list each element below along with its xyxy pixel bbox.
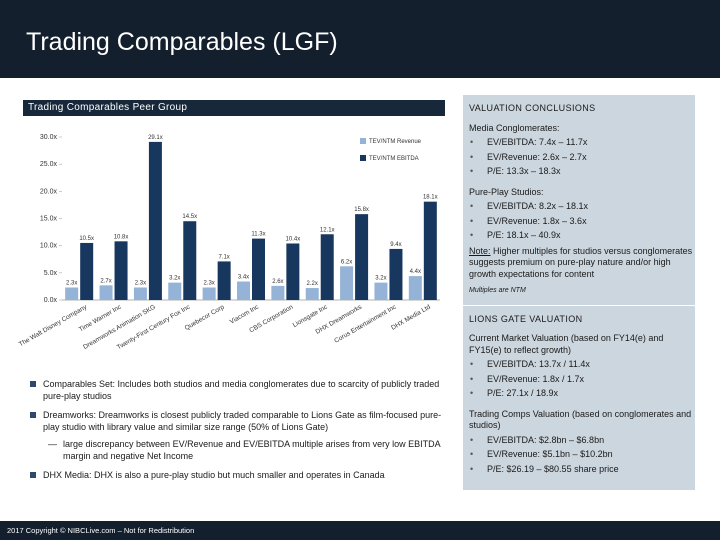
value-label: 3.2x [375,276,386,282]
list-item: EV/Revenue: 2.6x – 2.7x [469,152,693,164]
list-item: P/E: 13.3x – 18.3x [469,166,693,178]
list-item: EV/EBITDA: 13.7x / 11.4x [469,359,693,371]
panel-title: Trading Comparables Peer Group [23,100,445,116]
bar [237,281,250,300]
bar [286,243,300,300]
note: Comparables Set: Includes both studios a… [28,378,448,402]
list-item: EV/EBITDA: 7.4x – 11.7x [469,137,693,149]
bar [389,248,403,300]
bar [202,287,216,300]
value-label: 12.1x [320,227,335,233]
x-tick-label: The Walt Disney Company [18,303,89,348]
sub-note: large discrepancy between EV/Revenue and… [28,438,448,462]
divider [463,304,699,306]
group-heading: Pure-Play Studios: [469,186,544,197]
note-label: Note: [469,245,491,256]
bar [217,261,231,300]
value-label: 2.3x [203,281,214,287]
list-item: EV/EBITDA: $2.8bn – $6.8bn [469,435,693,447]
bar [168,282,182,300]
y-tick-label: 15.0x [40,216,58,223]
value-label: 4.4x [410,269,421,275]
y-tick-label: 30.0x [40,134,58,141]
list-item: EV/Revenue: $5.1bn – $10.2bn [469,449,693,461]
value-label: 10.4x [286,236,301,242]
side-content: VALUATION CONCLUSIONS Media Conglomerate… [463,103,699,478]
value-label: 3.2x [169,276,180,282]
chart: 0.0x 5.0x 10.0x 15.0x 20.0x 25.0x 30.0x 2.3x 10.… [18,134,440,351]
x-tick-label: Corus Entertainment Inc [333,303,398,344]
x-tick-label: DHX Media Ltd [390,303,432,331]
page-title: Trading Comparables (LGF) [26,28,338,56]
bar [355,214,369,300]
list-item: P/E: $26.19 – $80.55 share price [469,464,693,476]
bar [114,241,128,300]
y-tick-label: 10.0x [40,243,58,250]
list-item: P/E: 18.1x – 40.9x [469,230,693,242]
value-label: 10.5x [79,236,94,242]
bar [423,201,437,300]
y-tick-label: 0.0x [44,297,58,304]
bar [183,221,197,300]
note: DHX Media: DHX is also a pure-play studi… [28,469,448,481]
bar [305,288,319,300]
value-label: 2.2x [307,281,318,287]
bar [271,285,285,300]
bar [340,266,354,300]
legend-label: TEV/NTM Revenue [369,139,422,145]
note: Note: Higher multiples for studios versu… [469,246,693,281]
bar [408,276,422,300]
group-heading: Trading Comps Valuation (based on conglo… [469,408,692,431]
value-label: 15.8x [354,207,369,213]
list-item: EV/Revenue: 1.8x – 3.6x [469,216,693,228]
value-label: 2.3x [66,281,77,287]
note-text: Higher multiples for studios versus cong… [469,245,693,279]
header-bar: Trading Comparables (LGF) [0,0,720,78]
legend-label: TEV/NTM EBITDA [369,156,419,162]
y-tick-label: 5.0x [44,270,58,277]
value-label: 7.1x [218,254,229,260]
value-label: 9.4x [390,242,401,248]
bar [65,287,79,300]
value-label: 18.1x [423,195,438,201]
footnote: Multiples are NTM [469,287,526,294]
group-heading: Media Conglomerates: [469,122,560,133]
value-label: 11.3x [251,232,265,238]
y-tick-label: 25.0x [40,161,58,168]
footer: 2017 Copyright © NIBCLive.com – Not for … [0,521,720,540]
value-label: 14.5x [182,214,197,220]
bar [80,242,94,300]
bar [252,238,265,300]
legend-swatch [360,155,366,161]
value-label: 2.6x [272,279,283,285]
bar [320,234,334,300]
value-label: 6.2x [341,259,352,265]
value-label: 3.4x [238,275,249,281]
bar [148,141,162,300]
bar [99,285,113,300]
legend-swatch [360,138,366,144]
section-title: LIONS GATE VALUATION [469,313,583,324]
value-label: 29.1x [148,135,163,141]
section-title: VALUATION CONCLUSIONS [469,103,596,113]
bar [133,287,147,300]
bar [374,282,388,300]
group-heading: Current Market Valuation (based on FY14(… [469,333,664,355]
value-label: 10.8x [114,234,129,240]
notes: Comparables Set: Includes both studios a… [28,378,448,488]
list-item: P/E: 27.1x / 18.9x [469,388,693,400]
note-text: Dreamworks: Dreamworks is closest public… [43,410,442,432]
y-tick-label: 20.0x [40,188,58,195]
note: Dreamworks: Dreamworks is closest public… [28,409,448,462]
list-item: EV/Revenue: 1.8x / 1.7x [469,374,693,386]
x-tick-label: Viacom Inc [229,303,261,325]
value-label: 2.3x [135,281,146,287]
value-label: 2.7x [100,278,111,284]
list-item: EV/EBITDA: 8.2x – 18.1x [469,201,693,213]
